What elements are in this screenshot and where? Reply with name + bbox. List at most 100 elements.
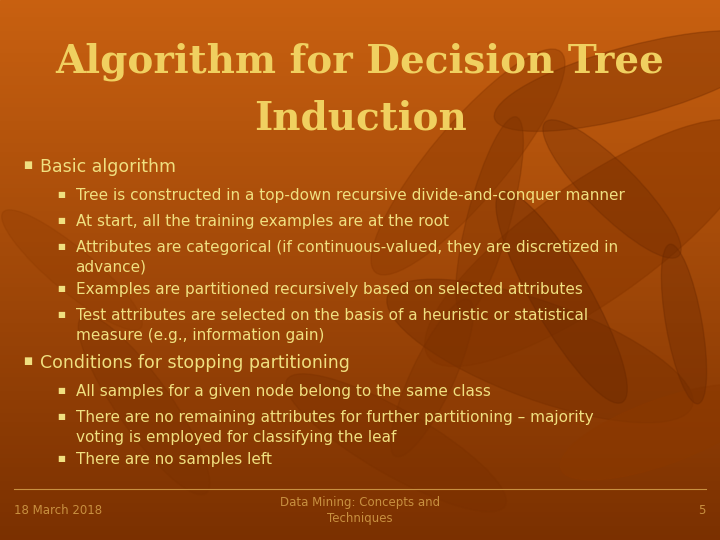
Bar xyxy=(0,270,720,274)
Bar xyxy=(0,500,720,504)
Bar xyxy=(0,27,720,31)
Bar xyxy=(0,472,720,477)
Bar xyxy=(0,495,720,500)
Bar xyxy=(0,301,720,306)
Text: ■: ■ xyxy=(58,386,66,395)
Bar xyxy=(0,401,720,405)
Ellipse shape xyxy=(425,119,720,367)
Bar xyxy=(0,468,720,472)
Bar xyxy=(0,310,720,315)
Bar xyxy=(0,202,720,207)
Bar xyxy=(0,382,720,387)
Bar xyxy=(0,144,720,148)
Bar xyxy=(0,482,720,486)
Bar xyxy=(0,180,720,185)
Bar xyxy=(0,63,720,68)
Bar xyxy=(0,135,720,139)
Bar xyxy=(0,526,720,531)
Text: ■: ■ xyxy=(23,356,32,366)
Text: ■: ■ xyxy=(23,160,32,170)
Text: ■: ■ xyxy=(58,454,66,463)
Bar xyxy=(0,436,720,441)
Bar xyxy=(0,405,720,409)
Bar xyxy=(0,455,720,459)
Bar xyxy=(0,347,720,351)
Bar xyxy=(0,293,720,297)
Bar xyxy=(0,85,720,90)
Text: ■: ■ xyxy=(58,310,66,319)
Bar xyxy=(0,212,720,216)
Text: Conditions for stopping partitioning: Conditions for stopping partitioning xyxy=(40,354,349,372)
Bar xyxy=(0,418,720,423)
Bar xyxy=(0,513,720,517)
Bar xyxy=(0,225,720,229)
Bar xyxy=(0,58,720,63)
Text: Test attributes are selected on the basis of a heuristic or statistical
measure : Test attributes are selected on the basi… xyxy=(76,308,588,343)
Bar xyxy=(0,531,720,536)
Ellipse shape xyxy=(543,120,681,258)
Bar xyxy=(0,536,720,540)
Ellipse shape xyxy=(662,244,706,404)
Bar xyxy=(0,104,720,108)
Bar xyxy=(0,117,720,122)
Bar xyxy=(0,139,720,144)
Bar xyxy=(0,18,720,23)
Bar xyxy=(0,31,720,36)
Bar xyxy=(0,45,720,50)
Text: Algorithm for Decision Tree: Algorithm for Decision Tree xyxy=(55,43,665,82)
Bar xyxy=(0,432,720,436)
Bar xyxy=(0,176,720,180)
Bar xyxy=(0,504,720,509)
Bar xyxy=(0,355,720,360)
Bar xyxy=(0,220,720,225)
Ellipse shape xyxy=(494,31,720,131)
Text: 18 March 2018: 18 March 2018 xyxy=(14,504,102,517)
Bar xyxy=(0,185,720,189)
Bar xyxy=(0,189,720,193)
Bar xyxy=(0,207,720,212)
Bar xyxy=(0,256,720,261)
Bar xyxy=(0,166,720,171)
Bar xyxy=(0,81,720,85)
Bar xyxy=(0,122,720,126)
Text: At start, all the training examples are at the root: At start, all the training examples are … xyxy=(76,214,449,229)
Bar xyxy=(0,477,720,482)
Ellipse shape xyxy=(1,210,143,330)
Bar xyxy=(0,284,720,288)
Bar xyxy=(0,490,720,495)
Bar xyxy=(0,247,720,252)
Bar xyxy=(0,320,720,324)
Text: Tree is constructed in a top-down recursive divide-and-conquer manner: Tree is constructed in a top-down recurs… xyxy=(76,188,624,203)
Bar xyxy=(0,162,720,166)
Text: ■: ■ xyxy=(58,284,66,293)
Bar xyxy=(0,198,720,202)
Bar xyxy=(0,234,720,239)
Bar xyxy=(0,378,720,382)
Bar xyxy=(0,77,720,81)
Bar xyxy=(0,387,720,392)
Bar xyxy=(0,54,720,58)
Bar xyxy=(0,338,720,342)
Bar xyxy=(0,68,720,72)
Text: ■: ■ xyxy=(58,216,66,225)
Ellipse shape xyxy=(371,49,565,275)
Bar xyxy=(0,252,720,256)
Bar xyxy=(0,23,720,27)
Bar xyxy=(0,446,720,450)
Text: There are no samples left: There are no samples left xyxy=(76,452,271,467)
Ellipse shape xyxy=(390,299,474,457)
Bar xyxy=(0,428,720,432)
Bar xyxy=(0,148,720,153)
Bar xyxy=(0,216,720,220)
Bar xyxy=(0,126,720,131)
Bar xyxy=(0,108,720,112)
Bar xyxy=(0,36,720,40)
Bar xyxy=(0,279,720,284)
Bar xyxy=(0,0,720,4)
Bar xyxy=(0,243,720,247)
Ellipse shape xyxy=(560,384,720,480)
Bar xyxy=(0,423,720,428)
Ellipse shape xyxy=(387,279,693,423)
Bar xyxy=(0,450,720,455)
Bar xyxy=(0,171,720,176)
